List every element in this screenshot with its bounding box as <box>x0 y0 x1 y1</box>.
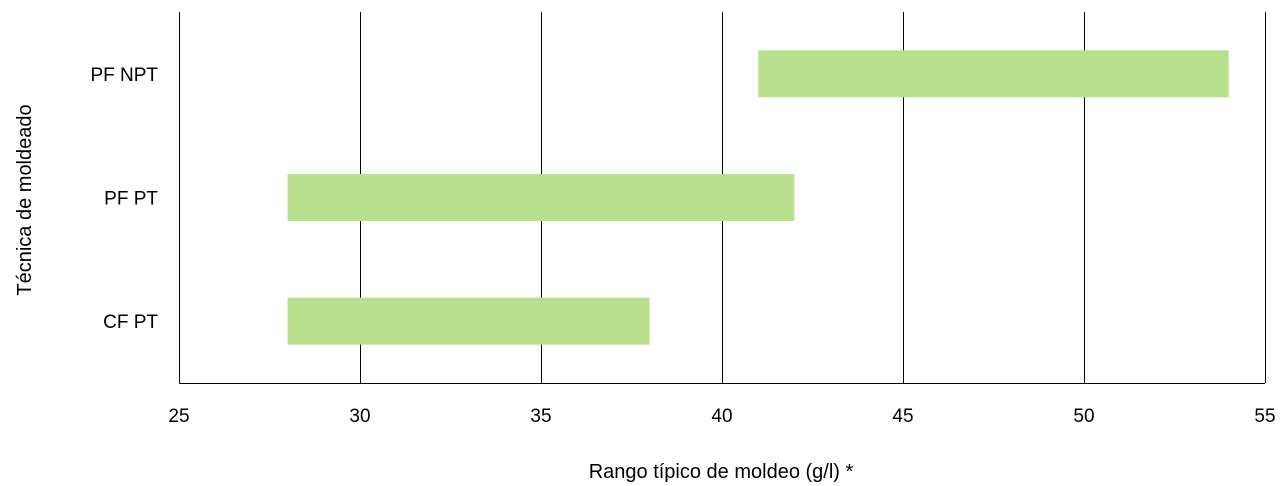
y-category-label-pf-pt: PF PT <box>104 189 158 210</box>
y-axis-title: Técnica de moldeado <box>14 104 36 295</box>
x-tick-label-45: 45 <box>892 406 913 427</box>
x-tick-label-40: 40 <box>711 406 732 427</box>
category-labels: PF NPT PF PT CF PT <box>90 65 158 333</box>
y-category-label-cf-pt: CF PT <box>103 312 158 333</box>
bar-pf-pt <box>287 174 795 221</box>
bar-pf-npt <box>758 50 1229 98</box>
x-tick-label-25: 25 <box>168 406 189 427</box>
x-tick-label-35: 35 <box>530 406 551 427</box>
x-tick-label-50: 50 <box>1073 406 1094 427</box>
y-category-label-pf-npt: PF NPT <box>90 65 158 86</box>
axes <box>179 12 1265 384</box>
x-tick-label-30: 30 <box>349 406 370 427</box>
tick-labels: 25 30 35 40 45 50 55 <box>168 406 1275 427</box>
x-axis-title: Rango típico de moldeo (g/l) * <box>589 461 854 483</box>
bars <box>287 50 1229 345</box>
x-tick-label-55: 55 <box>1254 406 1275 427</box>
bar-cf-pt <box>287 297 650 345</box>
